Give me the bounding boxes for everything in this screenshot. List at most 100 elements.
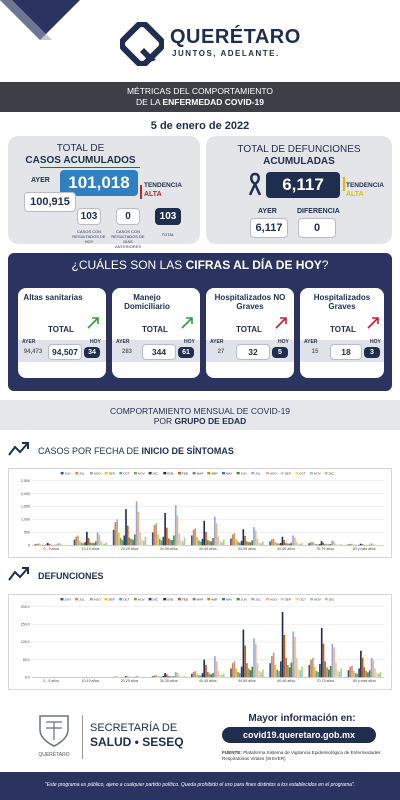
bar — [82, 543, 85, 546]
bar — [176, 515, 179, 546]
bar — [297, 668, 300, 678]
bar — [132, 539, 134, 546]
bar — [94, 541, 97, 546]
legend-swatch — [295, 597, 299, 601]
bar — [114, 522, 117, 546]
bar — [329, 543, 332, 546]
y-tick-label: 500 — [24, 531, 30, 535]
x-tick-label: 70-79 años — [316, 547, 334, 551]
bar — [192, 529, 195, 546]
bar — [105, 542, 108, 546]
bar — [167, 675, 170, 678]
bar — [219, 674, 221, 678]
bar — [237, 541, 239, 546]
bar — [368, 544, 371, 546]
bar — [313, 666, 316, 678]
bar — [251, 540, 253, 546]
source-text: Plataforma Sistema de Vigilancia Epidemi… — [222, 750, 381, 762]
today-figures-title: ¿CUÁLES SON LAS CIFRAS AL DÍA DE HOY? — [8, 258, 392, 272]
cases-title-underline — [40, 167, 140, 168]
brand-tagline: JUNTOS, ADELANTE. — [172, 49, 280, 58]
bar — [370, 657, 373, 678]
bar — [288, 543, 291, 546]
deaths-difference-value: 0 — [298, 218, 336, 238]
bar — [191, 535, 193, 546]
bar — [231, 663, 234, 678]
trend-up-arrow-icon — [181, 317, 193, 329]
card-altas-total: 94,507 — [48, 344, 82, 360]
bar — [356, 673, 359, 678]
bar — [34, 544, 37, 546]
today-title-prefix: ¿CUÁLES SON LAS — [71, 258, 186, 272]
bar — [221, 542, 223, 546]
x-tick-label: 40-49 años — [199, 679, 217, 683]
bar — [158, 676, 161, 678]
source-note: FUENTE: Plataforma Sistema de Vigilancia… — [222, 750, 388, 762]
cases-title-line1: TOTAL DE — [56, 143, 105, 154]
bar — [351, 665, 353, 678]
x-tick-label: 60-69 años — [277, 547, 295, 551]
card-graves-ayer-label: AYER — [304, 339, 318, 345]
bar — [359, 543, 362, 546]
y-tick-label: 1,000 — [21, 518, 30, 522]
bar — [350, 543, 353, 546]
bar — [100, 540, 102, 546]
bar — [93, 543, 95, 546]
bar — [194, 670, 197, 678]
today-title-suffix: ? — [321, 258, 329, 272]
bar — [77, 535, 79, 546]
legend-label: MAY — [226, 597, 233, 601]
bar — [112, 529, 115, 546]
bar — [162, 675, 165, 678]
bar — [217, 536, 220, 546]
trend-line-icon — [8, 442, 29, 456]
more-info-label: Mayor información en: — [248, 713, 356, 724]
bar — [151, 676, 154, 678]
bar — [59, 543, 61, 546]
bar — [116, 519, 118, 546]
bar — [372, 543, 374, 546]
bar — [157, 534, 159, 546]
cases-total-new-label: TOTAL — [161, 232, 175, 237]
bar — [329, 665, 332, 678]
card-manejo-hoy: 61 — [178, 347, 194, 358]
bar — [181, 676, 184, 678]
bar — [326, 667, 328, 678]
bar — [246, 663, 248, 678]
bar — [103, 543, 106, 546]
bar — [214, 656, 216, 678]
legend-swatch — [192, 471, 196, 475]
bar — [288, 667, 291, 678]
bar — [57, 543, 60, 546]
legend-label: SEP — [109, 471, 115, 475]
legend-swatch — [207, 597, 211, 601]
bar — [340, 668, 343, 678]
legend-label: OCT — [123, 471, 130, 475]
behavior-title-bar — [0, 400, 400, 430]
website-link[interactable]: covid19.queretaro.gob.mx — [222, 727, 376, 743]
disclaimer: "Este programa es público, ajeno a cualq… — [44, 782, 356, 788]
card-altas-sanitarias — [18, 288, 106, 378]
legend-swatch — [222, 597, 225, 601]
x-tick-label: 20-29 años — [121, 679, 139, 683]
legend-swatch — [251, 471, 255, 475]
bar — [315, 544, 318, 546]
bar — [130, 539, 133, 546]
card-altas-hoy-label: HOY — [90, 339, 101, 345]
cases-today-results-label: CASOS CON RESULTADOS DE HOY — [72, 229, 106, 244]
card-manejo-ayer: 283 — [121, 349, 132, 355]
cases-total-new: 103 — [155, 208, 181, 225]
state-seal-icon — [39, 715, 69, 747]
legend-swatch — [236, 597, 240, 601]
bar — [319, 663, 321, 678]
bar — [283, 540, 286, 546]
legend-label: DIC — [329, 597, 335, 601]
bar — [260, 672, 262, 678]
bar — [256, 663, 259, 678]
legend-swatch — [251, 597, 255, 601]
legend-label: DIC — [153, 597, 159, 601]
legend-label: OCT — [299, 471, 306, 475]
metrics-title-line1: MÉTRICAS DEL COMPORTAMIENTO — [126, 86, 274, 96]
bar — [279, 661, 282, 678]
bar — [87, 538, 90, 546]
